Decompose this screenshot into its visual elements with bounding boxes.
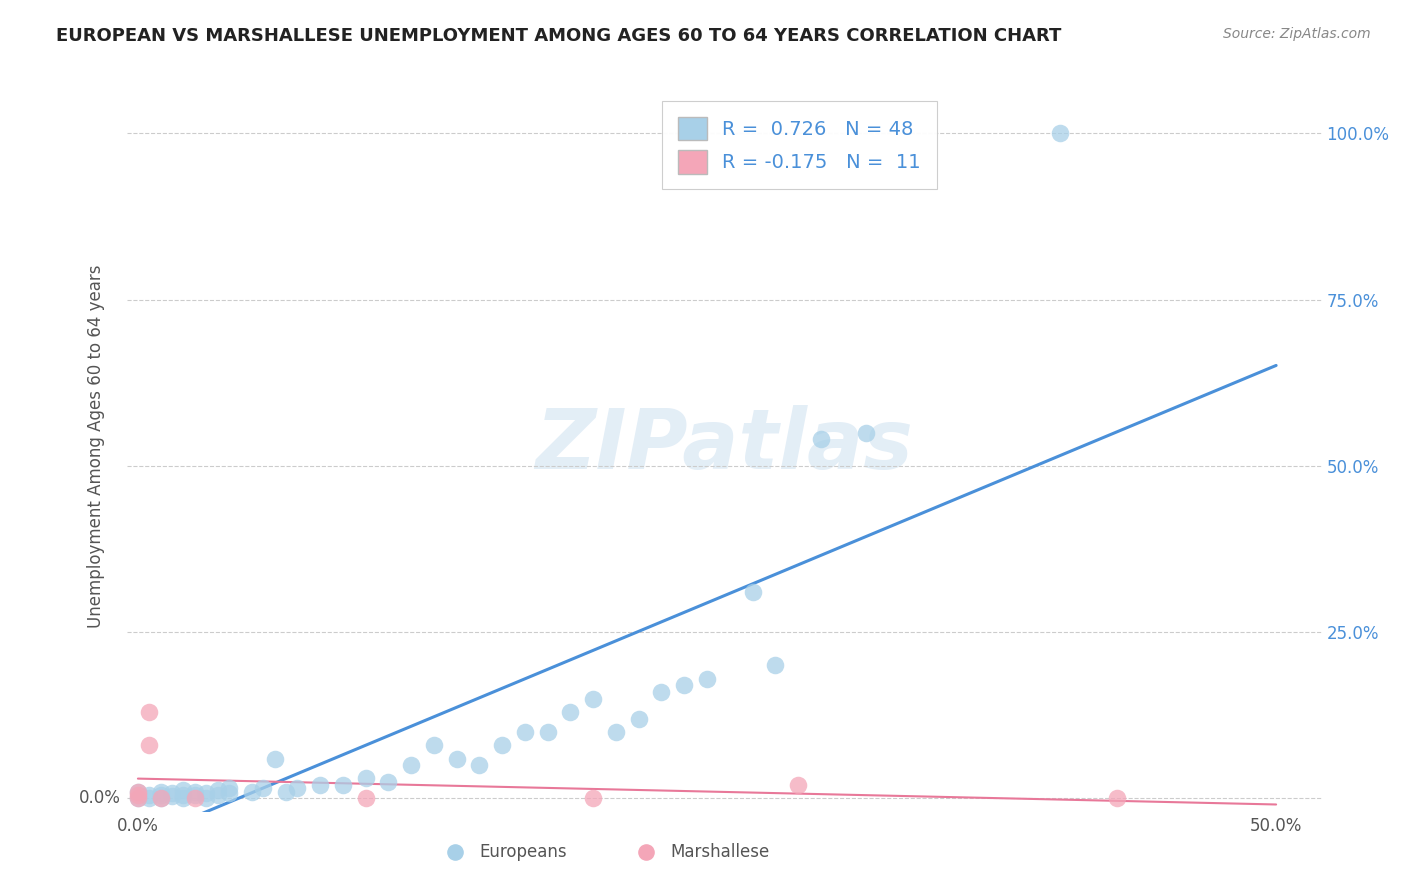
Point [149, 791, 172, 805]
Point [138, 738, 160, 752]
Point [1105, 791, 1128, 805]
Point [787, 778, 810, 792]
Point [741, 585, 763, 599]
Point [149, 791, 172, 805]
Point [468, 758, 491, 772]
Point [605, 725, 627, 739]
Point [195, 786, 218, 800]
Point [582, 791, 605, 805]
Point [207, 788, 229, 802]
Point [696, 672, 718, 686]
Point [285, 781, 308, 796]
Point [446, 751, 468, 765]
Point [763, 658, 786, 673]
Point [184, 788, 207, 802]
Point [537, 725, 560, 739]
Y-axis label: Unemployment Among Ages 60 to 64 years: Unemployment Among Ages 60 to 64 years [87, 264, 105, 628]
Point [650, 685, 672, 699]
Point [149, 788, 172, 802]
Point [513, 725, 536, 739]
Point [218, 786, 240, 800]
Point [855, 425, 877, 440]
Point [127, 791, 149, 805]
Point [160, 789, 183, 804]
Text: Marshallese: Marshallese [671, 843, 769, 861]
Point [195, 791, 218, 805]
Point [354, 772, 377, 786]
Point [160, 786, 183, 800]
Point [127, 791, 149, 805]
Point [377, 774, 399, 789]
Point [810, 433, 832, 447]
Point [560, 705, 582, 719]
Point [184, 785, 207, 799]
Point [354, 791, 377, 805]
Point [752, 828, 775, 842]
Point [218, 781, 240, 796]
Legend: R =  0.726   N = 48, R = -0.175   N =  11: R = 0.726 N = 48, R = -0.175 N = 11 [662, 101, 936, 189]
Text: Source: ZipAtlas.com: Source: ZipAtlas.com [1223, 27, 1371, 41]
Text: EUROPEAN VS MARSHALLESE UNEMPLOYMENT AMONG AGES 60 TO 64 YEARS CORRELATION CHART: EUROPEAN VS MARSHALLESE UNEMPLOYMENT AMO… [56, 27, 1062, 45]
Text: ZIPatlas: ZIPatlas [536, 406, 912, 486]
Text: 0.0%: 0.0% [79, 789, 121, 807]
Point [127, 788, 149, 802]
Point [127, 785, 149, 799]
Point [138, 705, 160, 719]
Point [309, 778, 332, 792]
Point [172, 791, 194, 805]
Point [172, 788, 194, 802]
Point [127, 785, 149, 799]
Point [399, 758, 422, 772]
Point [423, 738, 446, 752]
Point [332, 778, 354, 792]
Point [240, 785, 263, 799]
Point [138, 791, 160, 805]
Point [149, 785, 172, 799]
Point [491, 738, 513, 752]
Point [582, 691, 605, 706]
Point [673, 678, 696, 692]
Point [1116, 828, 1139, 842]
Point [263, 751, 285, 765]
Point [184, 791, 207, 805]
Point [252, 781, 274, 796]
Point [274, 785, 297, 799]
Point [207, 783, 229, 797]
Point [172, 783, 194, 797]
Point [627, 712, 650, 726]
Point [1049, 127, 1071, 141]
Point [138, 788, 160, 802]
Text: Europeans: Europeans [479, 843, 567, 861]
